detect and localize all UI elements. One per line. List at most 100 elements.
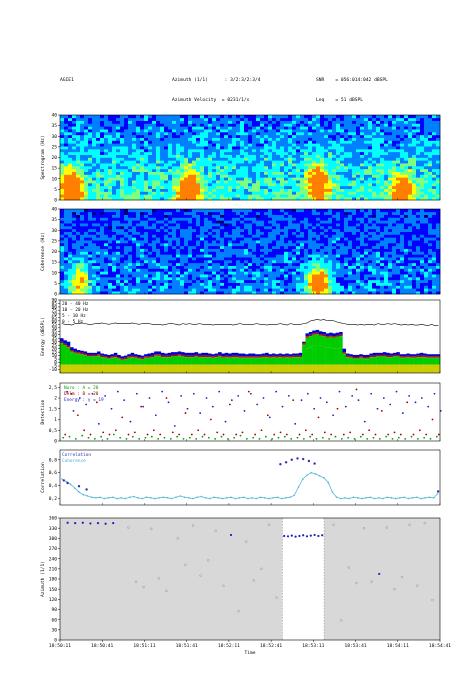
- heatmap-cell: [220, 286, 224, 289]
- heatmap-cell: [96, 124, 100, 127]
- heatmap-cell: [144, 280, 148, 283]
- heatmap-cell: [300, 152, 304, 155]
- heatmap-cell: [184, 209, 188, 212]
- heatmap-cell: [400, 180, 404, 183]
- heatmap-cell: [388, 143, 392, 146]
- heatmap-cell: [68, 220, 72, 223]
- heatmap-cell: [104, 269, 108, 272]
- heatmap-cell: [168, 218, 172, 221]
- heatmap-cell: [296, 189, 300, 192]
- heatmap-cell: [92, 175, 96, 178]
- heatmap-cell: [60, 183, 64, 186]
- heatmap-cell: [80, 158, 84, 161]
- heatmap-cell: [264, 189, 268, 192]
- heatmap-cell: [132, 186, 136, 189]
- heatmap-cell: [168, 220, 172, 223]
- heatmap-cell: [84, 158, 88, 161]
- heatmap-cell: [212, 271, 216, 274]
- heatmap-cell: [60, 218, 64, 221]
- heatmap-cell: [312, 288, 316, 291]
- heatmap-cell: [212, 155, 216, 158]
- heatmap-cell: [288, 286, 292, 289]
- heatmap-cell: [92, 183, 96, 186]
- heatmap-cell: [276, 288, 280, 291]
- heatmap-cell: [268, 237, 272, 240]
- heatmap-cell: [316, 269, 320, 272]
- heatmap-cell: [164, 283, 168, 286]
- heatmap-cell: [296, 124, 300, 127]
- heatmap-cell: [104, 246, 108, 249]
- heatmap-cell: [136, 158, 140, 161]
- heatmap-cell: [188, 175, 192, 178]
- heatmap-cell: [240, 172, 244, 175]
- heatmap-cell: [264, 212, 268, 215]
- heatmap-cell: [356, 189, 360, 192]
- heatmap-cell: [280, 152, 284, 155]
- heatmap-cell: [96, 277, 100, 280]
- heatmap-cell: [240, 220, 244, 223]
- heatmap-cell: [236, 172, 240, 175]
- heatmap-cell: [172, 138, 176, 141]
- heatmap-cell: [412, 155, 416, 158]
- heatmap-cell: [264, 115, 268, 118]
- heatmap-cell: [304, 124, 308, 127]
- heatmap-cell: [328, 280, 332, 283]
- heatmap-cell: [224, 132, 228, 135]
- heatmap-cell: [92, 243, 96, 246]
- heatmap-cell: [68, 212, 72, 215]
- heatmap-cell: [284, 175, 288, 178]
- heatmap-cell: [240, 138, 244, 141]
- heatmap-cell: [76, 169, 80, 172]
- heatmap-cell: [296, 166, 300, 169]
- heatmap-cell: [216, 252, 220, 255]
- heatmap-cell: [128, 166, 132, 169]
- heatmap-cell: [352, 166, 356, 169]
- heatmap-cell: [376, 124, 380, 127]
- heatmap-cell: [428, 121, 432, 124]
- heatmap-cell: [120, 194, 124, 197]
- heatmap-cell: [136, 163, 140, 166]
- heatmap-cell: [116, 254, 120, 257]
- heatmap-cell: [84, 240, 88, 243]
- heatmap-cell: [296, 212, 300, 215]
- heatmap-cell: [124, 260, 128, 263]
- heatmap-cell: [316, 254, 320, 257]
- heatmap-cell: [336, 246, 340, 249]
- heatmap-cell: [316, 220, 320, 223]
- heatmap-cell: [336, 124, 340, 127]
- heatmap-cell: [188, 192, 192, 195]
- heatmap-cell: [188, 121, 192, 124]
- heatmap-cell: [172, 183, 176, 186]
- heatmap-cell: [256, 169, 260, 172]
- heatmap-cell: [144, 135, 148, 138]
- heatmap-cell: [320, 257, 324, 260]
- heatmap-cell: [296, 232, 300, 235]
- heatmap-cell: [284, 146, 288, 149]
- heatmap-cell: [124, 252, 128, 255]
- heatmap-cell: [192, 126, 196, 129]
- heatmap-cell: [180, 215, 184, 218]
- heatmap-cell: [164, 260, 168, 263]
- heatmap-cell: [176, 172, 180, 175]
- heatmap-cell: [400, 189, 404, 192]
- heatmap-cell: [324, 277, 328, 280]
- y-axis-label: Spectrogram (Hz): [40, 135, 46, 179]
- heatmap-cell: [332, 288, 336, 291]
- heatmap-cell: [224, 271, 228, 274]
- heatmap-cell: [72, 218, 76, 221]
- heatmap-cell: [288, 215, 292, 218]
- heatmap-cell: [196, 232, 200, 235]
- heatmap-cell: [96, 254, 100, 257]
- heatmap-cell: [204, 166, 208, 169]
- heatmap-cell: [412, 121, 416, 124]
- heatmap-cell: [176, 235, 180, 238]
- heatmap-cell: [92, 263, 96, 266]
- heatmap-cell: [96, 283, 100, 286]
- heatmap-cell: [388, 175, 392, 178]
- heatmap-cell: [224, 283, 228, 286]
- heatmap-cell: [168, 158, 172, 161]
- heatmap-cell: [124, 274, 128, 277]
- heatmap-cell: [72, 257, 76, 260]
- heatmap-cell: [292, 152, 296, 155]
- heatmap-cell: [340, 180, 344, 183]
